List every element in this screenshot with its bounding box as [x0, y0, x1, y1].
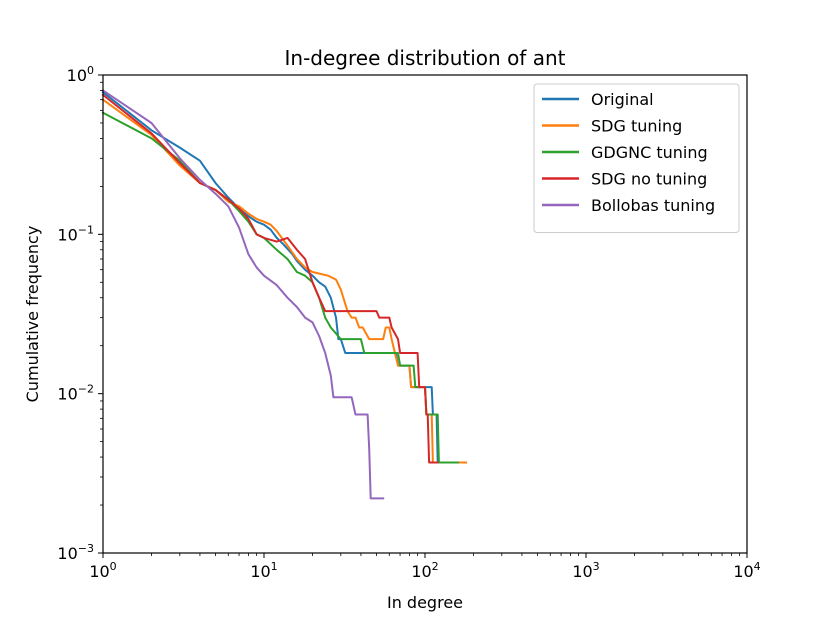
y-tick-label-base: 10 — [67, 66, 87, 85]
series-line-original — [101, 90, 445, 464]
legend-box — [533, 83, 740, 233]
y-tick-label: 10−1 — [57, 223, 94, 244]
x-tick-label-base: 10 — [572, 562, 592, 581]
x-tick-label-base: 10 — [411, 562, 431, 581]
y-tick-label-base: 10 — [57, 225, 77, 244]
chart-title: In-degree distribution of ant — [285, 46, 566, 70]
x-tick-label-exponent: 0 — [110, 560, 117, 573]
legend-label: GDGNC tuning — [591, 143, 708, 162]
plot-series — [101, 89, 468, 500]
series-line-gdgnc-tuning — [101, 111, 459, 464]
x-tick-label-base: 10 — [733, 562, 753, 581]
series-line-bollobas-tuning — [101, 89, 385, 500]
x-tick-label-exponent: 4 — [754, 560, 761, 573]
y-tick-label: 10−2 — [57, 383, 94, 404]
x-tick-label-exponent: 2 — [432, 560, 439, 573]
legend-label: SDG no tuning — [591, 170, 707, 189]
x-tick-label-base: 10 — [89, 562, 109, 581]
legend: Original SDG tuning GDGNC tuning SDG no tun… — [533, 83, 740, 233]
y-tick-label-exponent: 0 — [87, 64, 94, 77]
y-tick-label-exponent: −3 — [78, 542, 94, 555]
x-tick-label-base: 10 — [250, 562, 270, 581]
x-tick-label: 104 — [733, 560, 760, 581]
legend-label: Original — [591, 90, 654, 109]
y-tick-label-base: 10 — [57, 385, 77, 404]
x-tick-label: 102 — [411, 560, 438, 581]
y-tick-label-exponent: −1 — [78, 223, 94, 236]
y-axis-label: Cumulative frequency — [23, 226, 42, 403]
legend-label: SDG tuning — [591, 117, 682, 136]
y-tick-label-base: 10 — [57, 544, 77, 563]
y-tick-label: 10−3 — [57, 542, 94, 563]
x-axis-label: In degree — [387, 593, 463, 612]
series-line-sdg-no-tuning — [101, 93, 439, 464]
x-tick-label: 100 — [89, 560, 116, 581]
x-tick-label-exponent: 3 — [593, 560, 600, 573]
x-axis-ticks: 100 101 102 103 104 — [89, 553, 761, 581]
series-line-sdg-tuning — [101, 98, 468, 464]
x-tick-label: 103 — [572, 560, 599, 581]
legend-label: Bollobas tuning — [591, 196, 715, 215]
y-tick-label-exponent: −2 — [78, 383, 94, 396]
x-tick-label-exponent: 1 — [271, 560, 278, 573]
x-tick-label: 101 — [250, 560, 277, 581]
y-tick-label: 100 — [67, 64, 94, 85]
